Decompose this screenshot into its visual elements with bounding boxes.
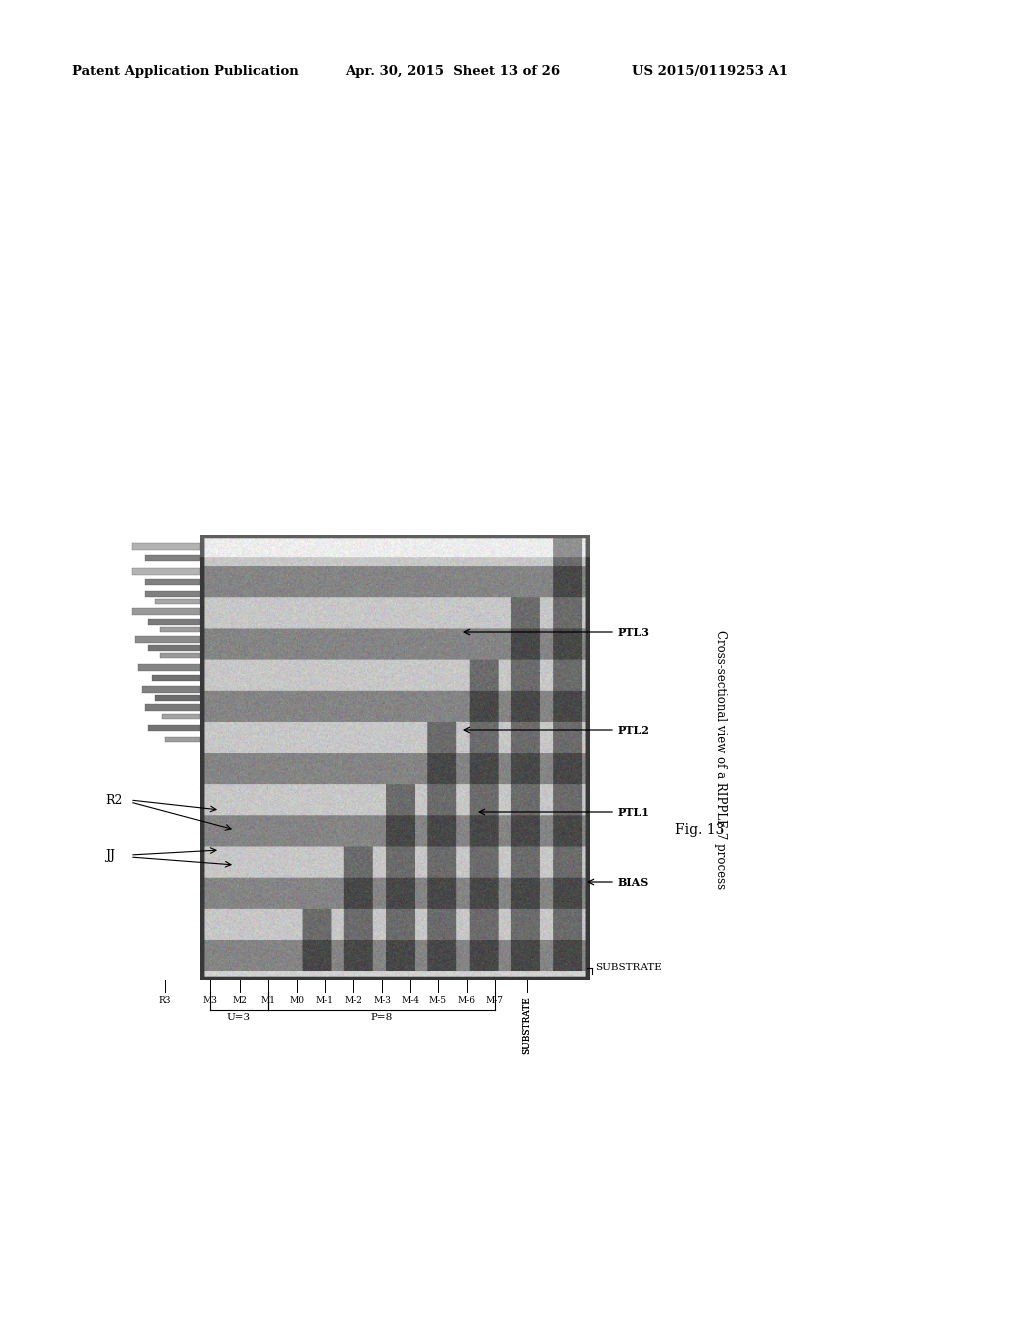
- Bar: [160, 653, 200, 657]
- Text: SUBSTRATE: SUBSTRATE: [522, 997, 531, 1053]
- Text: PTL1: PTL1: [618, 807, 650, 817]
- Text: M3: M3: [203, 997, 217, 1005]
- Bar: [148, 645, 200, 651]
- Text: BIAS: BIAS: [618, 876, 649, 887]
- Text: SUBSTRATE: SUBSTRATE: [522, 997, 531, 1053]
- Bar: [162, 714, 200, 719]
- Bar: [155, 599, 200, 605]
- Bar: [145, 591, 200, 597]
- Text: M-6: M-6: [458, 997, 476, 1005]
- Text: M0: M0: [290, 997, 304, 1005]
- Text: U=3: U=3: [227, 1012, 251, 1022]
- Bar: [148, 619, 200, 624]
- Bar: [138, 664, 200, 671]
- Bar: [148, 725, 200, 731]
- Bar: [132, 543, 200, 550]
- Bar: [132, 568, 200, 576]
- Bar: [155, 696, 200, 701]
- Text: M-7: M-7: [486, 997, 504, 1005]
- Text: M-4: M-4: [401, 997, 419, 1005]
- Bar: [135, 636, 200, 643]
- Text: Cross-sectional view of a RIPPLE-7 process: Cross-sectional view of a RIPPLE-7 proce…: [714, 631, 726, 890]
- Bar: [145, 704, 200, 711]
- Text: M-5: M-5: [429, 997, 447, 1005]
- Text: Fig. 13: Fig. 13: [675, 822, 725, 837]
- Bar: [152, 675, 200, 681]
- Bar: [132, 609, 200, 615]
- Bar: [145, 554, 200, 561]
- Text: SUBSTRATE: SUBSTRATE: [595, 964, 662, 973]
- Text: Patent Application Publication: Patent Application Publication: [72, 65, 299, 78]
- Text: M2: M2: [232, 997, 248, 1005]
- Text: PTL3: PTL3: [618, 627, 650, 638]
- Text: JJ: JJ: [105, 849, 115, 862]
- Text: M-3: M-3: [373, 997, 391, 1005]
- Bar: [145, 579, 200, 585]
- Text: M-1: M-1: [316, 997, 334, 1005]
- Text: M-2: M-2: [344, 997, 361, 1005]
- Text: R3: R3: [159, 997, 171, 1005]
- Text: M1: M1: [260, 997, 275, 1005]
- Text: P=8: P=8: [371, 1012, 392, 1022]
- Bar: [160, 627, 200, 632]
- Text: PTL2: PTL2: [618, 725, 650, 735]
- Text: US 2015/0119253 A1: US 2015/0119253 A1: [632, 65, 788, 78]
- Text: Apr. 30, 2015  Sheet 13 of 26: Apr. 30, 2015 Sheet 13 of 26: [345, 65, 560, 78]
- Text: R2: R2: [105, 793, 123, 807]
- Bar: [142, 686, 200, 693]
- Bar: [165, 737, 200, 742]
